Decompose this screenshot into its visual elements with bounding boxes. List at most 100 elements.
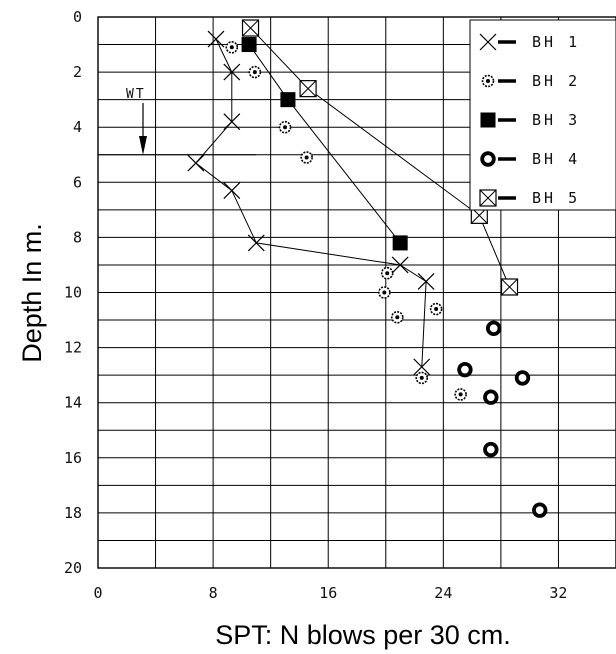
point-bh-5 <box>299 80 317 98</box>
series-line-bh-3 <box>248 44 401 244</box>
point-bh-1 <box>417 273 435 290</box>
marker-ring <box>480 151 496 167</box>
point-bh-3 <box>241 37 257 53</box>
x-tick-label: 16 <box>319 584 337 602</box>
point-bh-5 <box>500 278 519 296</box>
point-bh-4 <box>532 502 548 518</box>
legend-item-bh-2: BH 2 <box>481 72 577 90</box>
legend-label: BH 1 <box>532 33 580 51</box>
x-tick-label: 0 <box>93 584 102 602</box>
legend-label: BH 3 <box>532 111 580 129</box>
legend-marker <box>479 33 497 51</box>
y-tick-label: 10 <box>64 284 82 302</box>
marker-stroke <box>223 63 241 81</box>
point-bh-2 <box>454 388 467 401</box>
point-bh-1 <box>247 234 265 252</box>
point-bh-5 <box>241 19 260 37</box>
marker-stroke <box>299 80 317 97</box>
marker-stroke <box>479 33 497 51</box>
marker-stroke <box>223 182 241 199</box>
point-bh-4 <box>483 441 499 458</box>
point-bh-2 <box>378 286 391 299</box>
marker-stroke <box>501 278 518 296</box>
y-axis-title: Depth In m. <box>17 223 47 363</box>
y-tick-label: 6 <box>73 173 82 191</box>
legend-item-bh-4: BH 4 <box>480 150 580 168</box>
series-line-bh-5 <box>250 27 510 288</box>
marker-dot <box>434 307 439 312</box>
point-bh-1 <box>207 30 225 48</box>
marker-dot <box>458 392 463 397</box>
marker-stroke <box>479 189 497 207</box>
point-bh-2 <box>429 302 443 316</box>
water-table-arrow-head <box>139 136 147 155</box>
point-bh-1 <box>187 154 205 172</box>
marker-stroke <box>391 256 409 274</box>
legend-marker <box>480 151 496 167</box>
marker-square <box>241 37 257 53</box>
point-bh-2 <box>248 65 262 79</box>
point-bh-1 <box>223 63 241 81</box>
marker-square <box>480 112 496 128</box>
point-bh-2 <box>415 371 429 385</box>
y-tick-label: 18 <box>64 504 82 522</box>
point-bh-2 <box>278 120 292 134</box>
point-bh-2 <box>380 266 394 280</box>
legend-marker <box>480 112 496 128</box>
point-bh-4 <box>514 370 531 386</box>
point-bh-1 <box>223 182 241 199</box>
marker-dot <box>385 271 390 276</box>
point-bh-2 <box>225 41 239 54</box>
marker-dot <box>395 315 400 320</box>
y-tick-label: 4 <box>73 118 82 136</box>
x-axis-title: SPT: N blows per 30 cm. <box>215 620 511 650</box>
marker-dot <box>283 125 288 130</box>
x-tick-label: 32 <box>549 584 567 602</box>
y-tick-label: 0 <box>73 8 82 26</box>
legend-item-bh-1: BH 1 <box>479 33 580 51</box>
legend-item-bh-3: BH 3 <box>480 111 580 129</box>
marker-dot <box>419 375 424 380</box>
point-bh-3 <box>280 92 296 108</box>
marker-square <box>392 235 408 251</box>
marker-ring <box>532 502 548 518</box>
marker-dot <box>382 290 387 295</box>
point-bh-3 <box>392 235 408 251</box>
marker-ring <box>457 361 473 378</box>
water-table-label: WT <box>126 87 146 102</box>
y-tick-label: 2 <box>73 63 82 81</box>
y-tick-label: 14 <box>64 394 82 412</box>
y-tick-label: 16 <box>64 449 82 467</box>
marker-stroke <box>207 30 225 48</box>
marker-stroke <box>247 234 265 252</box>
point-bh-4 <box>485 320 502 337</box>
marker-ring <box>514 370 531 386</box>
point-bh-1 <box>391 256 409 274</box>
point-bh-4 <box>457 361 473 378</box>
marker-stroke <box>223 113 241 131</box>
y-tick-label: 20 <box>64 559 82 577</box>
marker-square <box>280 92 296 108</box>
marker-dot <box>252 70 257 75</box>
x-tick-label: 8 <box>209 584 218 602</box>
marker-ring <box>483 389 499 405</box>
legend-marker <box>481 74 495 88</box>
marker-dot <box>229 45 234 50</box>
water-table-annotation: WT <box>98 87 257 156</box>
marker-dot <box>486 79 490 83</box>
legend-label: BH 4 <box>532 150 580 168</box>
marker-stroke <box>242 19 259 37</box>
marker-stroke <box>187 154 205 172</box>
y-tick-label: 8 <box>73 228 82 246</box>
legend-marker <box>479 189 497 207</box>
y-tick-label: 12 <box>64 339 82 357</box>
point-bh-4 <box>483 389 499 405</box>
legend-item-bh-5: BH 5 <box>479 189 577 207</box>
legend: BH 1 BH 2 BH 3 BH 4 BH 5 <box>469 19 616 211</box>
plot-frame <box>97 16 616 569</box>
marker-stroke <box>417 273 435 290</box>
point-bh-2 <box>390 310 404 324</box>
marker-dot <box>304 155 309 160</box>
